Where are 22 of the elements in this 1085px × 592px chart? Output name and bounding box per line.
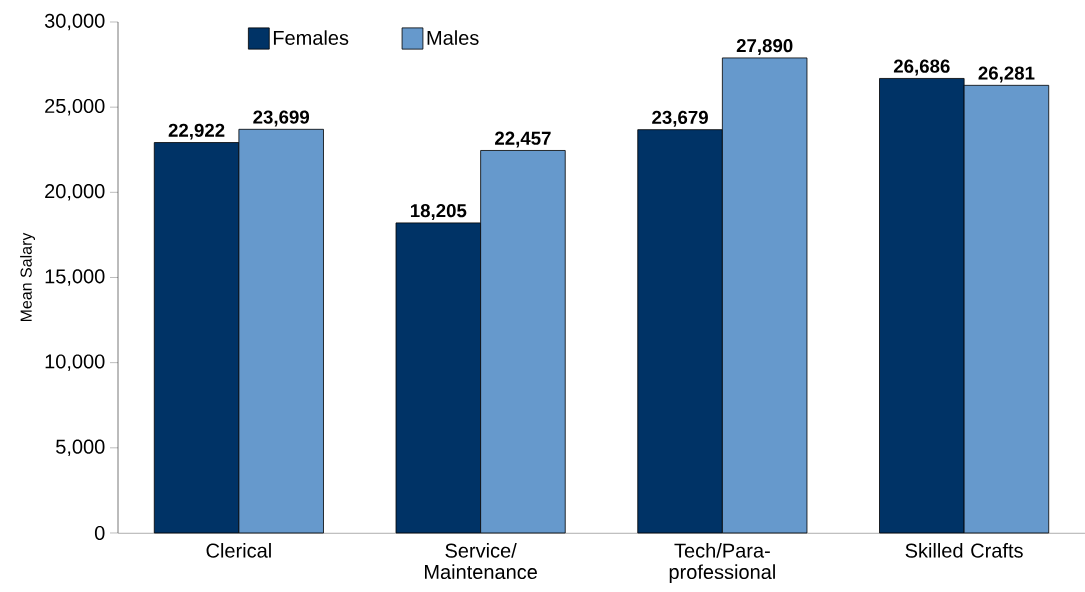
data-label: 23,679 (652, 110, 708, 127)
data-label: 26,281 (978, 66, 1035, 83)
data-label: 22,922 (168, 123, 225, 140)
data-label: 23,699 (253, 110, 310, 127)
x-tick-label: Service/ Maintenance (425, 543, 537, 580)
y-tick-label: 25,000 (45, 98, 105, 116)
data-label: 22,457 (495, 131, 551, 148)
x-tick-label: Skilled Crafts (905, 543, 1023, 558)
y-tick-label: 0 (94, 525, 105, 541)
data-label: 27,890 (736, 39, 793, 55)
y-tick-label: 30,000 (44, 13, 105, 31)
legend-label: Females (273, 30, 349, 45)
y-tick-label: 15,000 (45, 269, 105, 286)
data-label: 26,686 (893, 59, 950, 76)
y-tick-label: 5,000 (56, 439, 105, 457)
y-tick-label: 10,000 (45, 354, 105, 371)
legend-label: Males (427, 30, 479, 45)
data-label: 18,205 (410, 204, 467, 220)
x-tick-label: Clerical (206, 543, 271, 558)
y-axis-title: Mean Salary (20, 232, 35, 322)
y-tick-label: 20,000 (45, 184, 105, 201)
x-tick-label: Tech/Para-professional (669, 543, 775, 583)
